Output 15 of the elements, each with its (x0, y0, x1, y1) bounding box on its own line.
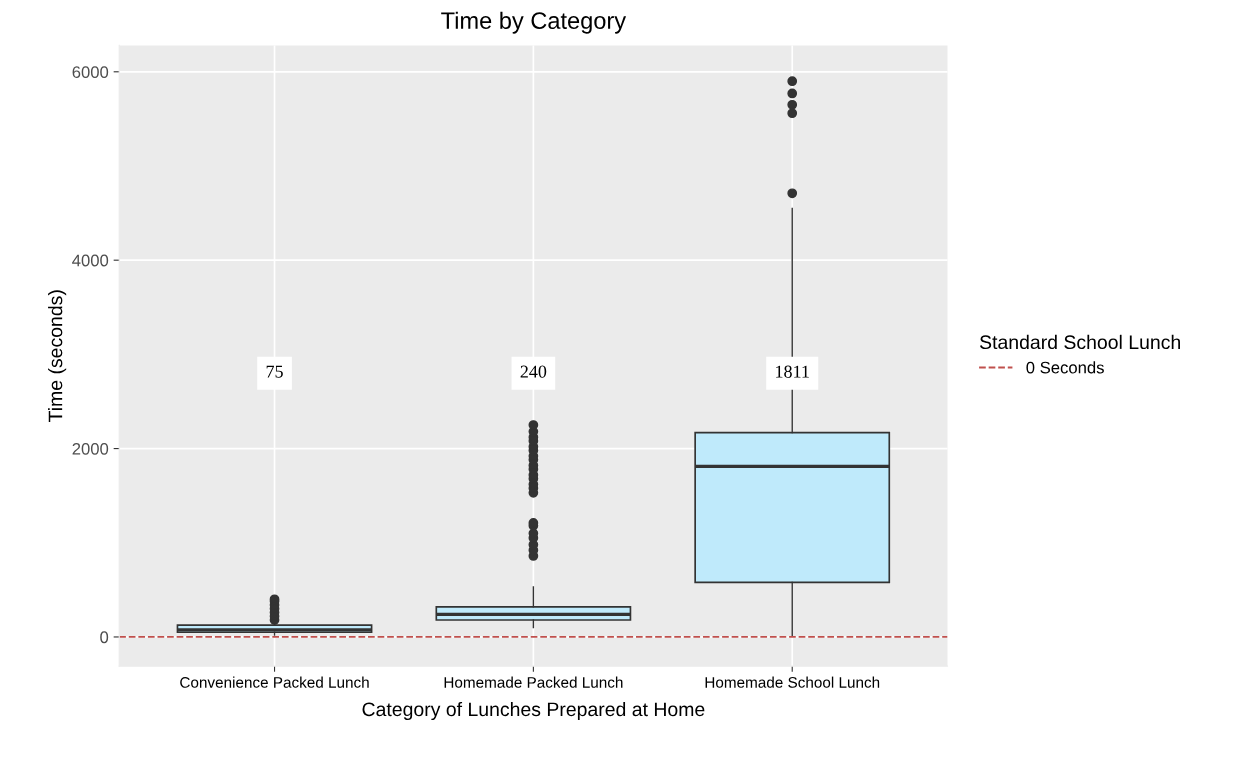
chart-title: Time by Category (441, 11, 627, 34)
y-tick-label: 2000 (72, 442, 109, 455)
annotation: 75 (266, 365, 283, 378)
x-tick-label: Homemade School Lunch (705, 676, 880, 688)
annotation: 1811 (776, 365, 809, 378)
x-tick-label: Homemade Packed Lunch (444, 676, 623, 688)
annotation: 240 (520, 365, 547, 378)
legend-label: 0 Seconds (1026, 361, 1104, 374)
y-axis-title: Time (seconds) (48, 290, 67, 422)
y-tick-label: 6000 (72, 66, 109, 78)
x-tick-label: Convenience Packed Lunch (180, 676, 369, 688)
legend-title: Standard School Lunch (979, 334, 1180, 350)
y-tick-label: 4000 (72, 254, 109, 267)
y-tick-label: 0 (100, 631, 109, 644)
x-axis-title: Category of Lunches Prepared at Home (362, 701, 705, 721)
